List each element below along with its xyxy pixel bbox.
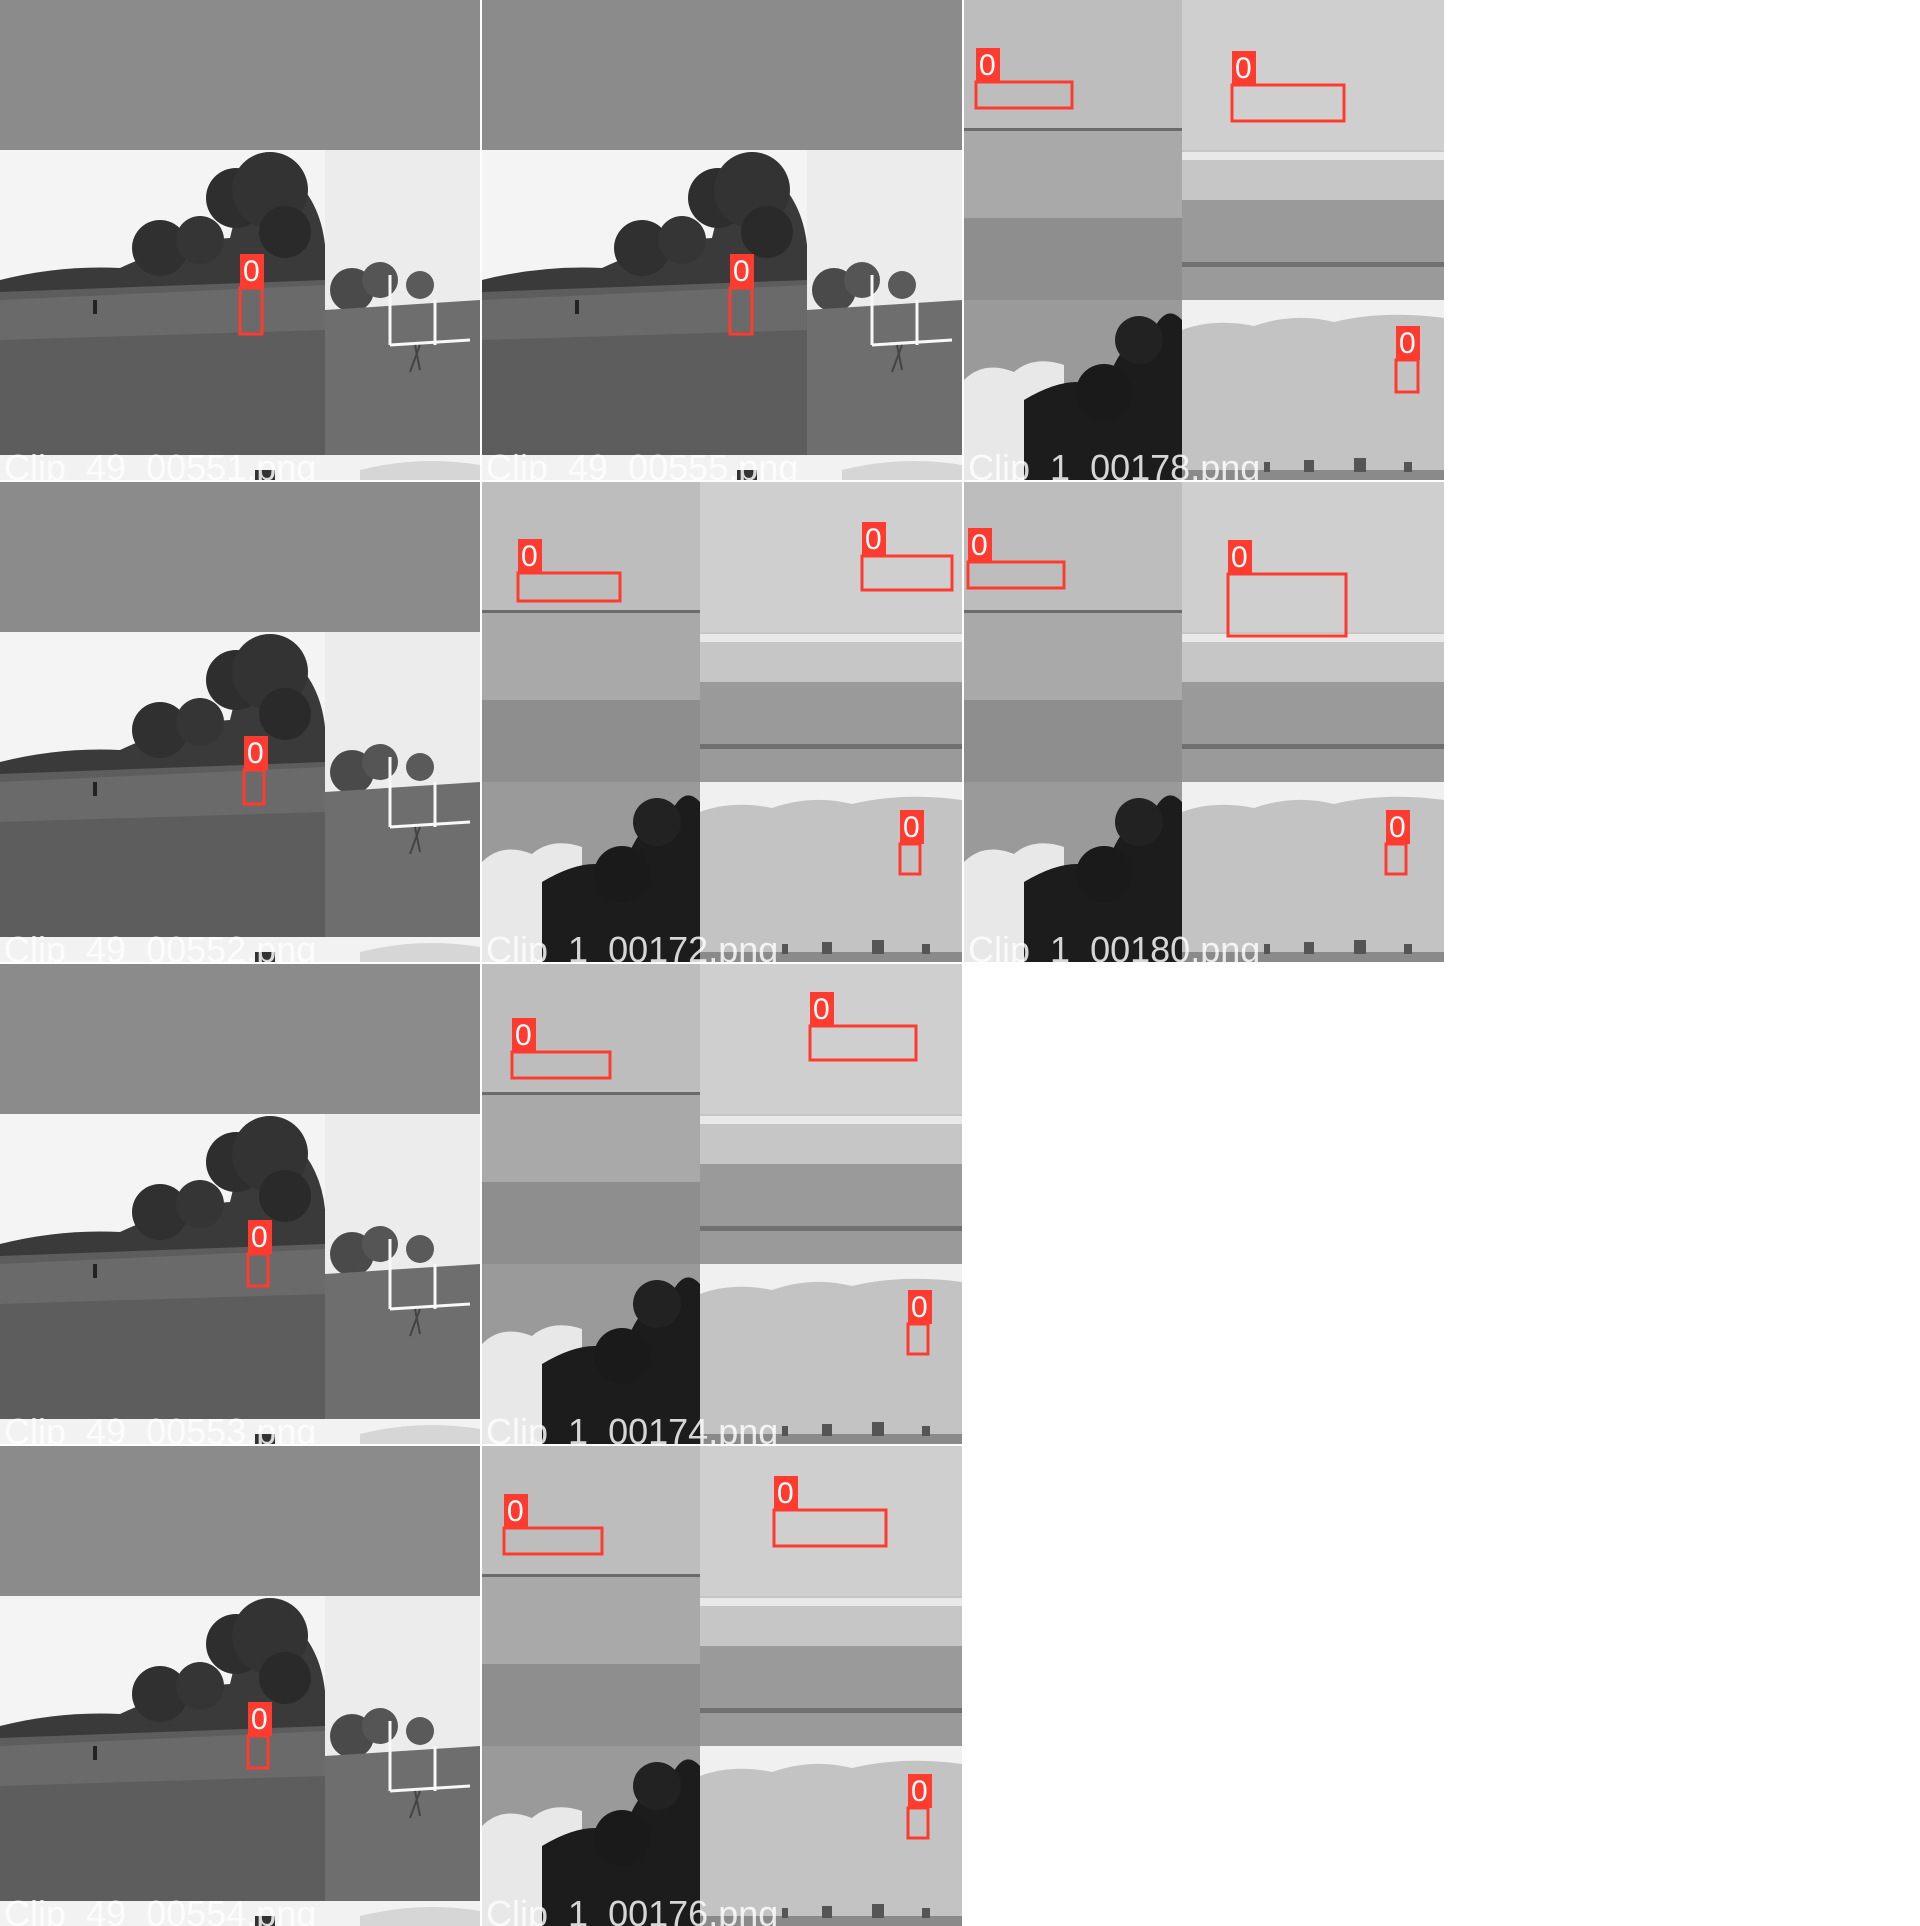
detection-box: 0 bbox=[974, 48, 1074, 110]
detection-label: 0 bbox=[911, 1291, 928, 1324]
mosaic-tile: 0 Clip_49_00554.png bbox=[0, 1446, 480, 1926]
detection-box: 0 bbox=[1230, 51, 1346, 123]
detection-label: 0 bbox=[1389, 811, 1406, 844]
mosaic-tile: 0 Clip_49_00553.png bbox=[0, 964, 480, 1444]
tile-image: 0 bbox=[0, 1446, 480, 1926]
detection-label: 0 bbox=[971, 529, 988, 562]
tile-image: 0 bbox=[0, 0, 480, 480]
detection-label: 0 bbox=[1231, 541, 1248, 574]
mosaic-tile: 0 0 0 Clip_1_00174.png bbox=[482, 964, 962, 1444]
detection-label: 0 bbox=[979, 49, 996, 82]
detection-box: 0 bbox=[510, 1018, 612, 1080]
detection-box: 0 bbox=[516, 539, 622, 603]
detection-label: 0 bbox=[813, 993, 830, 1026]
detection-label: 0 bbox=[251, 1221, 268, 1254]
detection-label: 0 bbox=[1399, 327, 1416, 360]
mosaic-tile: 0 Clip_49_00551.png bbox=[0, 0, 480, 480]
detection-box: 0 bbox=[246, 1702, 272, 1770]
detection-box: 0 bbox=[966, 528, 1066, 590]
detection-box: 0 bbox=[906, 1774, 932, 1840]
tile-image: 0 0 0 bbox=[482, 964, 962, 1444]
detection-box: 0 bbox=[808, 992, 918, 1062]
detection-box: 0 bbox=[238, 254, 264, 336]
mosaic-tile: 0 0 0 Clip_1_00180.png bbox=[964, 482, 1444, 962]
tile-image: 0 0 0 bbox=[964, 0, 1444, 480]
detection-box: 0 bbox=[246, 1220, 272, 1288]
tile-image: 0 bbox=[0, 482, 480, 962]
detection-label: 0 bbox=[247, 737, 264, 770]
detection-label: 0 bbox=[515, 1019, 532, 1052]
detection-box: 0 bbox=[502, 1494, 604, 1556]
detection-box: 0 bbox=[898, 810, 924, 876]
tile-image: 0 0 0 bbox=[964, 482, 1444, 962]
tile-image: 0 0 0 bbox=[482, 1446, 962, 1926]
detection-box: 0 bbox=[906, 1290, 932, 1356]
detection-box: 0 bbox=[860, 522, 954, 592]
mosaic-tile: 0 Clip_49_00555.png bbox=[482, 0, 962, 480]
detection-label: 0 bbox=[507, 1495, 524, 1528]
detection-label: 0 bbox=[243, 255, 260, 288]
mosaic-tile: 0 0 0 Clip_1_00176.png bbox=[482, 1446, 962, 1926]
detection-label: 0 bbox=[777, 1477, 794, 1510]
detection-label: 0 bbox=[903, 811, 920, 844]
detection-label: 0 bbox=[733, 255, 750, 288]
mosaic-tile: 0 0 0 Clip_1_00172.png bbox=[482, 482, 962, 962]
tile-image: 0 bbox=[0, 964, 480, 1444]
mosaic-tile: 0 0 0 Clip_1_00178.png bbox=[964, 0, 1444, 480]
detection-box: 0 bbox=[1394, 326, 1420, 394]
detection-box: 0 bbox=[1384, 810, 1410, 876]
detection-box: 0 bbox=[728, 254, 754, 336]
detection-box: 0 bbox=[242, 736, 268, 806]
detection-label: 0 bbox=[521, 540, 538, 573]
detection-box: 0 bbox=[1226, 540, 1348, 638]
tile-image: 0 0 0 bbox=[482, 482, 962, 962]
mosaic-tile: 0 Clip_49_00552.png bbox=[0, 482, 480, 962]
detection-box: 0 bbox=[772, 1476, 888, 1548]
detection-label: 0 bbox=[865, 523, 882, 556]
detection-label: 0 bbox=[251, 1703, 268, 1736]
tile-image: 0 bbox=[482, 0, 962, 480]
detection-label: 0 bbox=[911, 1775, 928, 1808]
detection-label: 0 bbox=[1235, 52, 1252, 85]
